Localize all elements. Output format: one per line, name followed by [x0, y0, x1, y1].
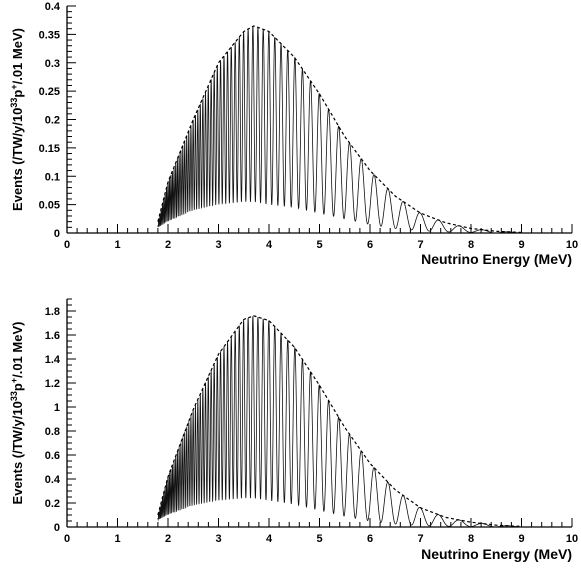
chart1-x-tick-label: 2 — [165, 239, 171, 251]
chart2-x-tick-label: 2 — [165, 533, 171, 545]
chart2-y-tick-label: 1.2 — [45, 378, 60, 390]
chart1-envelope-line — [157, 25, 522, 234]
chart2-x-tick-label: 6 — [367, 533, 373, 545]
chart2-x-tick-label: 5 — [316, 533, 322, 545]
chart1-x-tick-label: 7 — [417, 239, 423, 251]
chart2-y-tick-label: 0.2 — [45, 498, 60, 510]
chart1-x-tick-label: 6 — [367, 239, 373, 251]
chart1-x-tick-label: 4 — [266, 239, 273, 251]
chart1-x-tick-label: 8 — [468, 239, 474, 251]
chart2-spectrum-line — [157, 316, 522, 528]
chart2-x-axis-label: Neutrino Energy (MeV) — [421, 546, 572, 562]
chart2-y-tick-label: 1 — [54, 402, 60, 414]
chart1-spectrum-line — [157, 26, 522, 234]
chart1-y-tick-label: 0.1 — [45, 171, 60, 183]
chart1-x-tick-label: 0 — [64, 239, 70, 251]
chart2: 0 1 2 3 4 5 6 7 8 9 10 0 0.2 0.4 0.6 0.8 1 1.2 1.4 1.6 1.8 Ne… — [9, 298, 578, 562]
chart1-y-axis-label: Events (/TW/y/1033p+/.01 MeV) — [9, 28, 25, 211]
chart2-y-tick-label: 0 — [54, 522, 60, 534]
chart2-x-tick-label: 8 — [468, 533, 474, 545]
chart2-y-axis-label: Events (/TW/y/1033p+/.01 MeV) — [9, 322, 25, 505]
chart2-y-tick-label: 0.8 — [45, 426, 60, 438]
chart2-y-tick-label: 0.6 — [45, 450, 60, 462]
chart2-y-tick-label: 1.4 — [45, 354, 61, 366]
chart1-y-tick-label: 0.25 — [39, 86, 60, 98]
chart1-y-tick-label: 0.05 — [39, 200, 60, 212]
chart1: 0 1 2 3 4 5 6 7 8 9 10 0 0.05 0.1 0.15 0.2 0.25 0.3 0.35 0.… — [9, 1, 578, 267]
chart1-y-tick-label: 0.35 — [39, 29, 60, 41]
chart1-y-tick-label: 0 — [54, 228, 60, 240]
chart2-x-tick-label: 1 — [114, 533, 120, 545]
chart2-y-tick-label: 0.4 — [45, 474, 61, 486]
chart1-x-tick-label: 1 — [114, 239, 120, 251]
chart2-x-tick-label: 7 — [417, 533, 423, 545]
chart1-x-tick-label: 5 — [316, 239, 322, 251]
chart1-x-axis-label: Neutrino Energy (MeV) — [421, 251, 572, 267]
chart1-x-tick-label: 9 — [518, 239, 524, 251]
chart2-x-tick-label: 4 — [266, 533, 273, 545]
chart2-x-tick-label: 10 — [566, 533, 578, 545]
chart1-y-tick-label: 0.15 — [39, 143, 60, 155]
chart2-y-tick-label: 1.8 — [45, 306, 60, 318]
chart1-y-tick-label: 0.2 — [45, 115, 60, 127]
chart1-x-tick-label: 3 — [215, 239, 221, 251]
chart2-y-tick-label: 1.6 — [45, 330, 60, 342]
chart2-envelope-line — [157, 315, 522, 527]
chart2-x-tick-label: 9 — [518, 533, 524, 545]
chart2-x-tick-label: 0 — [64, 533, 70, 545]
chart1-y-tick-label: 0.3 — [45, 58, 60, 70]
chart1-x-tick-label: 10 — [566, 239, 578, 251]
chart1-y-tick-label: 0.4 — [45, 1, 61, 13]
chart2-x-tick-label: 3 — [215, 533, 221, 545]
